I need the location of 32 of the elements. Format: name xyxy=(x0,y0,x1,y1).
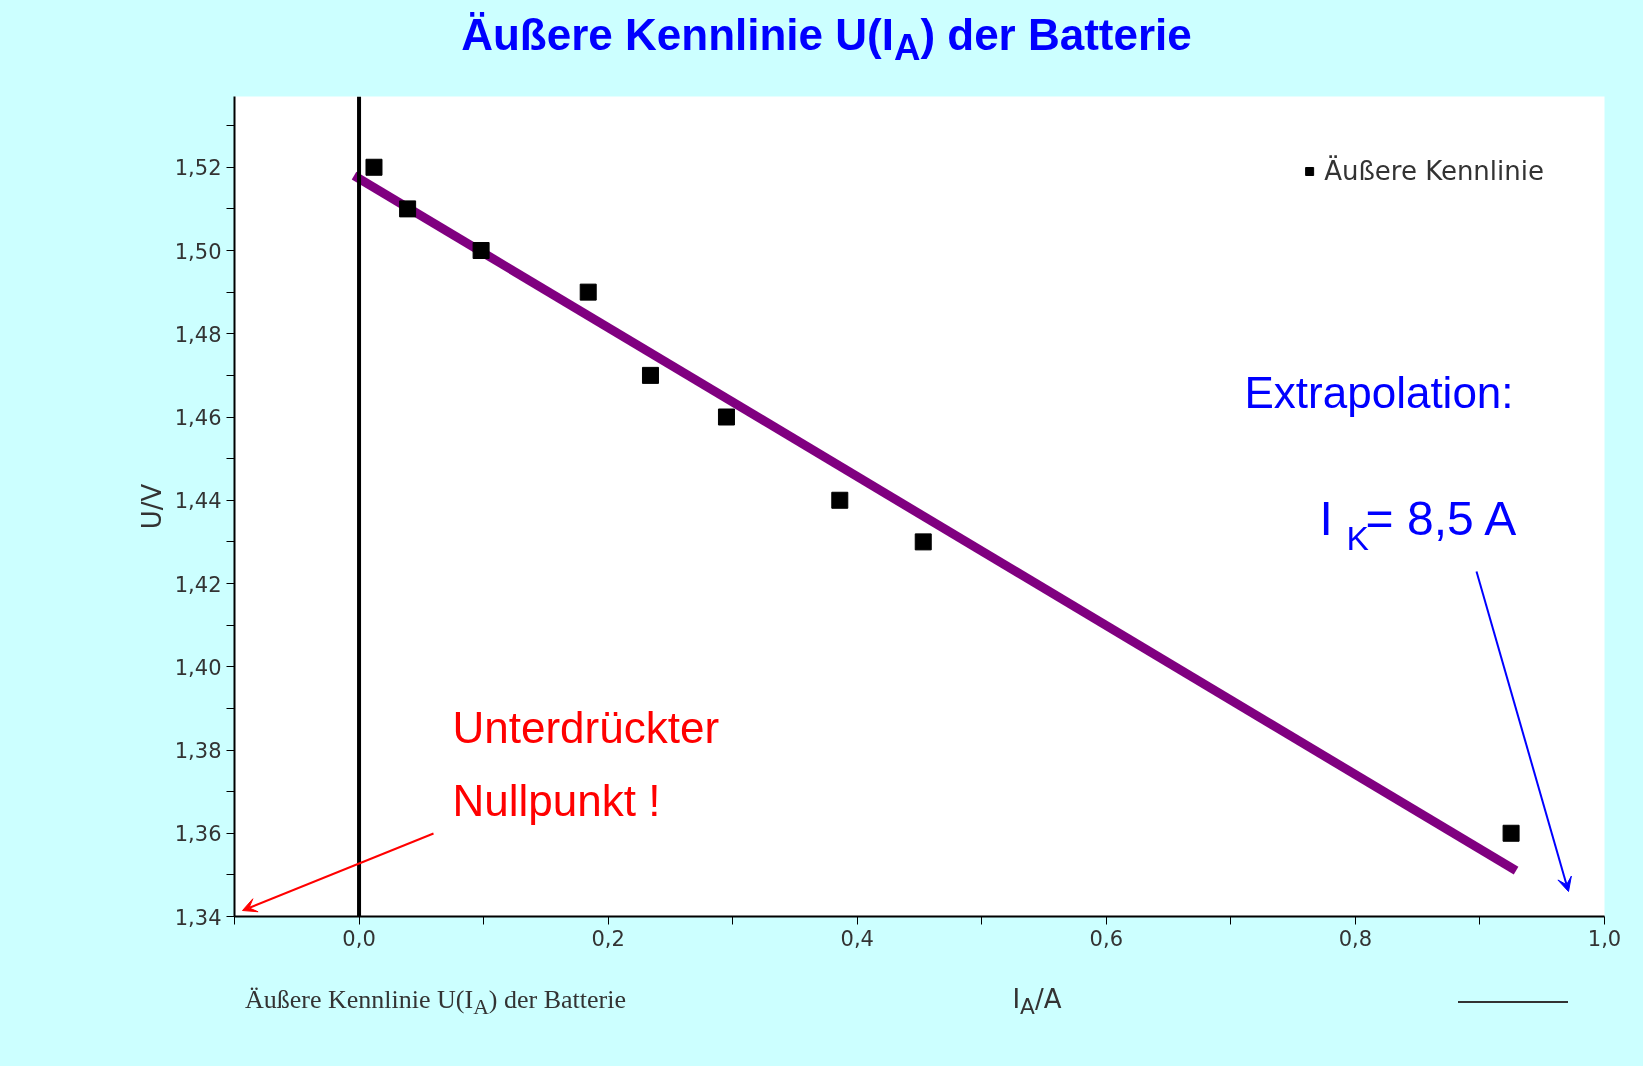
x-axis-title: I$_{A}$/A xyxy=(1012,983,1062,1022)
x-tick-label: 0,0 xyxy=(342,926,376,951)
y-tick-label: 1,48 xyxy=(174,322,222,347)
point xyxy=(365,158,383,176)
y-tick-label: 1,50 xyxy=(174,239,222,264)
x-tick-label: 0,2 xyxy=(591,926,625,951)
x-tick-label: 0,8 xyxy=(1338,926,1373,951)
chart-title: Äußere Kennlinie U(I$_{A}$) der Batterie xyxy=(461,9,1192,70)
point xyxy=(1502,824,1520,842)
point xyxy=(914,533,932,551)
point xyxy=(399,200,417,218)
point xyxy=(579,283,597,301)
y-tick-label: 1,34 xyxy=(174,905,222,930)
text: Äußere Kennlinie U(I$_{A}$) der Batterie xyxy=(245,984,626,1022)
x-tick-label: 0,6 xyxy=(1089,926,1124,951)
y-tick-label: 1,42 xyxy=(174,572,222,597)
x-tick-label: 1,0 xyxy=(1587,926,1622,951)
y-axis-title: U/V xyxy=(136,483,167,530)
point xyxy=(831,491,849,509)
annotation: Extrapolation: xyxy=(1244,367,1514,417)
x-tick-label: 0,4 xyxy=(840,926,874,951)
y-tick-label: 1,44 xyxy=(174,489,222,514)
point xyxy=(717,408,735,426)
point xyxy=(472,242,490,260)
y-tick-label: 1,38 xyxy=(174,739,222,763)
y-tick-label: 1,46 xyxy=(174,406,222,431)
y-tick-label: 1,36 xyxy=(174,822,222,847)
legend-label: Äußere Kennlinie xyxy=(1324,156,1544,186)
y-tick-label: 1,40 xyxy=(174,655,222,680)
annotation: Unterdrückter Nullpunkt ! xyxy=(452,702,720,825)
point xyxy=(641,366,659,384)
y-tick-label: 1,52 xyxy=(174,156,222,181)
